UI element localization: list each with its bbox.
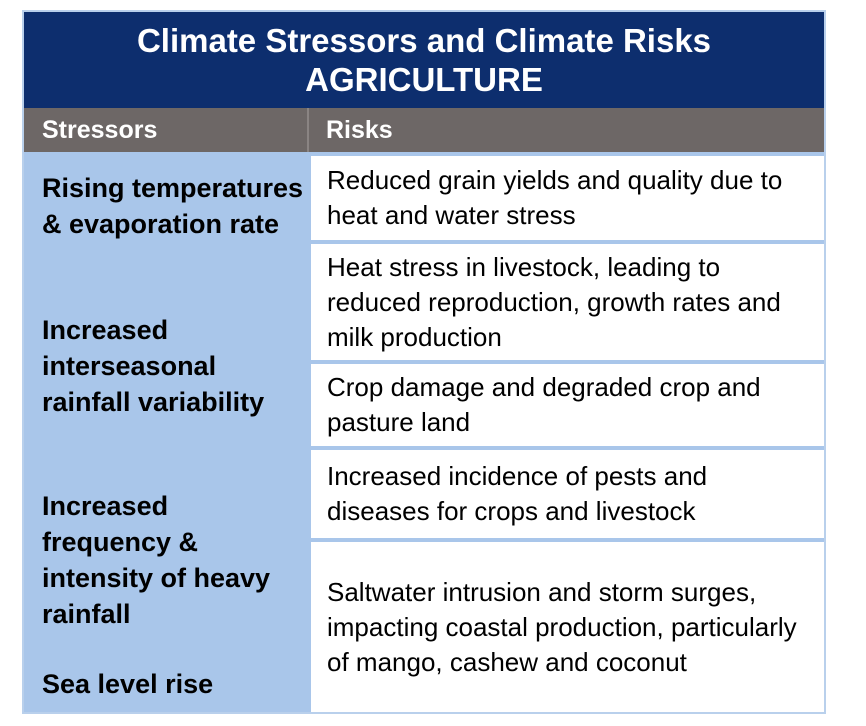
header-risks: Risks (326, 116, 393, 144)
risk-text: Increased incidence of pests and disease… (327, 461, 708, 526)
risk-item: Reduced grain yields and quality due to … (311, 156, 824, 240)
header-stressors: Stressors (42, 116, 158, 144)
climate-risk-table: Climate Stressors and Climate Risks AGRI… (22, 10, 826, 714)
risks-column: Reduced grain yields and quality due to … (307, 152, 824, 712)
risk-text: Crop damage and degraded crop and pastur… (327, 372, 761, 437)
risk-item: Increased incidence of pests and disease… (311, 450, 824, 538)
stressors-column: Rising temperatures & evaporation rate I… (24, 152, 307, 712)
risk-item: Heat stress in livestock, leading to red… (311, 244, 824, 360)
column-header-row: Stressors Risks (24, 108, 824, 152)
risk-text: Reduced grain yields and quality due to … (327, 165, 783, 230)
stressor-item: Sea level rise (42, 669, 214, 699)
table-title: Climate Stressors and Climate Risks AGRI… (24, 12, 824, 108)
risk-text: Heat stress in livestock, leading to red… (327, 251, 781, 352)
risk-item: Saltwater intrusion and storm surges, im… (311, 542, 824, 712)
risk-text: Saltwater intrusion and storm surges, im… (327, 576, 797, 677)
header-divider (307, 108, 309, 152)
stressor-item: Increased frequency & intensity of heavy… (42, 491, 271, 629)
title-line-1: Climate Stressors and Climate Risks (136, 22, 712, 59)
risk-item: Crop damage and degraded crop and pastur… (311, 364, 824, 446)
stressor-item: Increased interseasonal rainfall variabi… (42, 315, 265, 417)
title-line-2: AGRICULTURE (305, 61, 543, 98)
stressor-item: Rising temperatures & evaporation rate (42, 173, 304, 239)
